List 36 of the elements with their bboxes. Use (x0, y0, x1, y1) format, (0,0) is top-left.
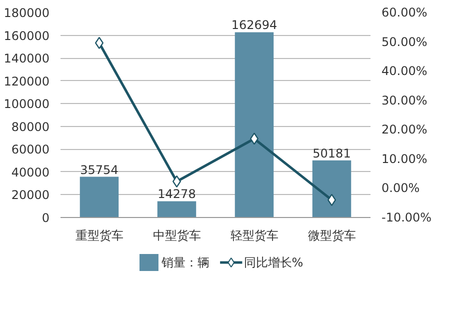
point (327, 194, 336, 206)
data-label: 162694 (231, 18, 278, 32)
y2-tick-label: 0.00% (382, 181, 420, 196)
y-tick-label: 180000 (4, 6, 50, 20)
y2-tick-label: 50.00% (382, 34, 428, 49)
y2-tick-label: 30.00% (382, 93, 428, 108)
bar (157, 201, 196, 218)
y2-tick-label: 10.00% (382, 152, 428, 166)
bar (80, 176, 119, 218)
x-tick-label: 微型货车 (308, 228, 356, 242)
data-label: 50181 (312, 146, 351, 160)
y2-tick-label: -10.00% (382, 210, 432, 224)
data-label: 35754 (80, 162, 118, 177)
y-tick-label: 160000 (4, 28, 50, 43)
bar (312, 160, 352, 218)
y-tick-label: 100000 (4, 97, 50, 112)
y-tick-label: 20000 (11, 188, 50, 202)
point (172, 175, 182, 188)
legend-label: 同比增长% (244, 256, 304, 270)
y-tick-label: 0 (42, 211, 50, 225)
x-tick-label: 重型货车 (75, 228, 124, 242)
y2-tick-label: 60.00% (382, 6, 428, 20)
y-tick-label: 120000 (4, 74, 50, 88)
y2-tick-label: 20.00% (382, 122, 428, 137)
x-tick-label: 中型货车 (152, 228, 201, 242)
x-tick-label: 轻型货车 (230, 228, 278, 242)
y-tick-label: 60000 (11, 142, 50, 157)
y2-tick-label: 40.00% (382, 64, 428, 78)
point (94, 36, 104, 50)
legend-label: 销量：辆 (160, 256, 210, 270)
y-tick-label: 80000 (11, 120, 50, 134)
y-tick-label: 140000 (4, 52, 50, 66)
data-label: 14278 (158, 187, 196, 202)
bar (234, 32, 274, 218)
point (250, 132, 259, 145)
y-tick-label: 40000 (11, 165, 50, 180)
